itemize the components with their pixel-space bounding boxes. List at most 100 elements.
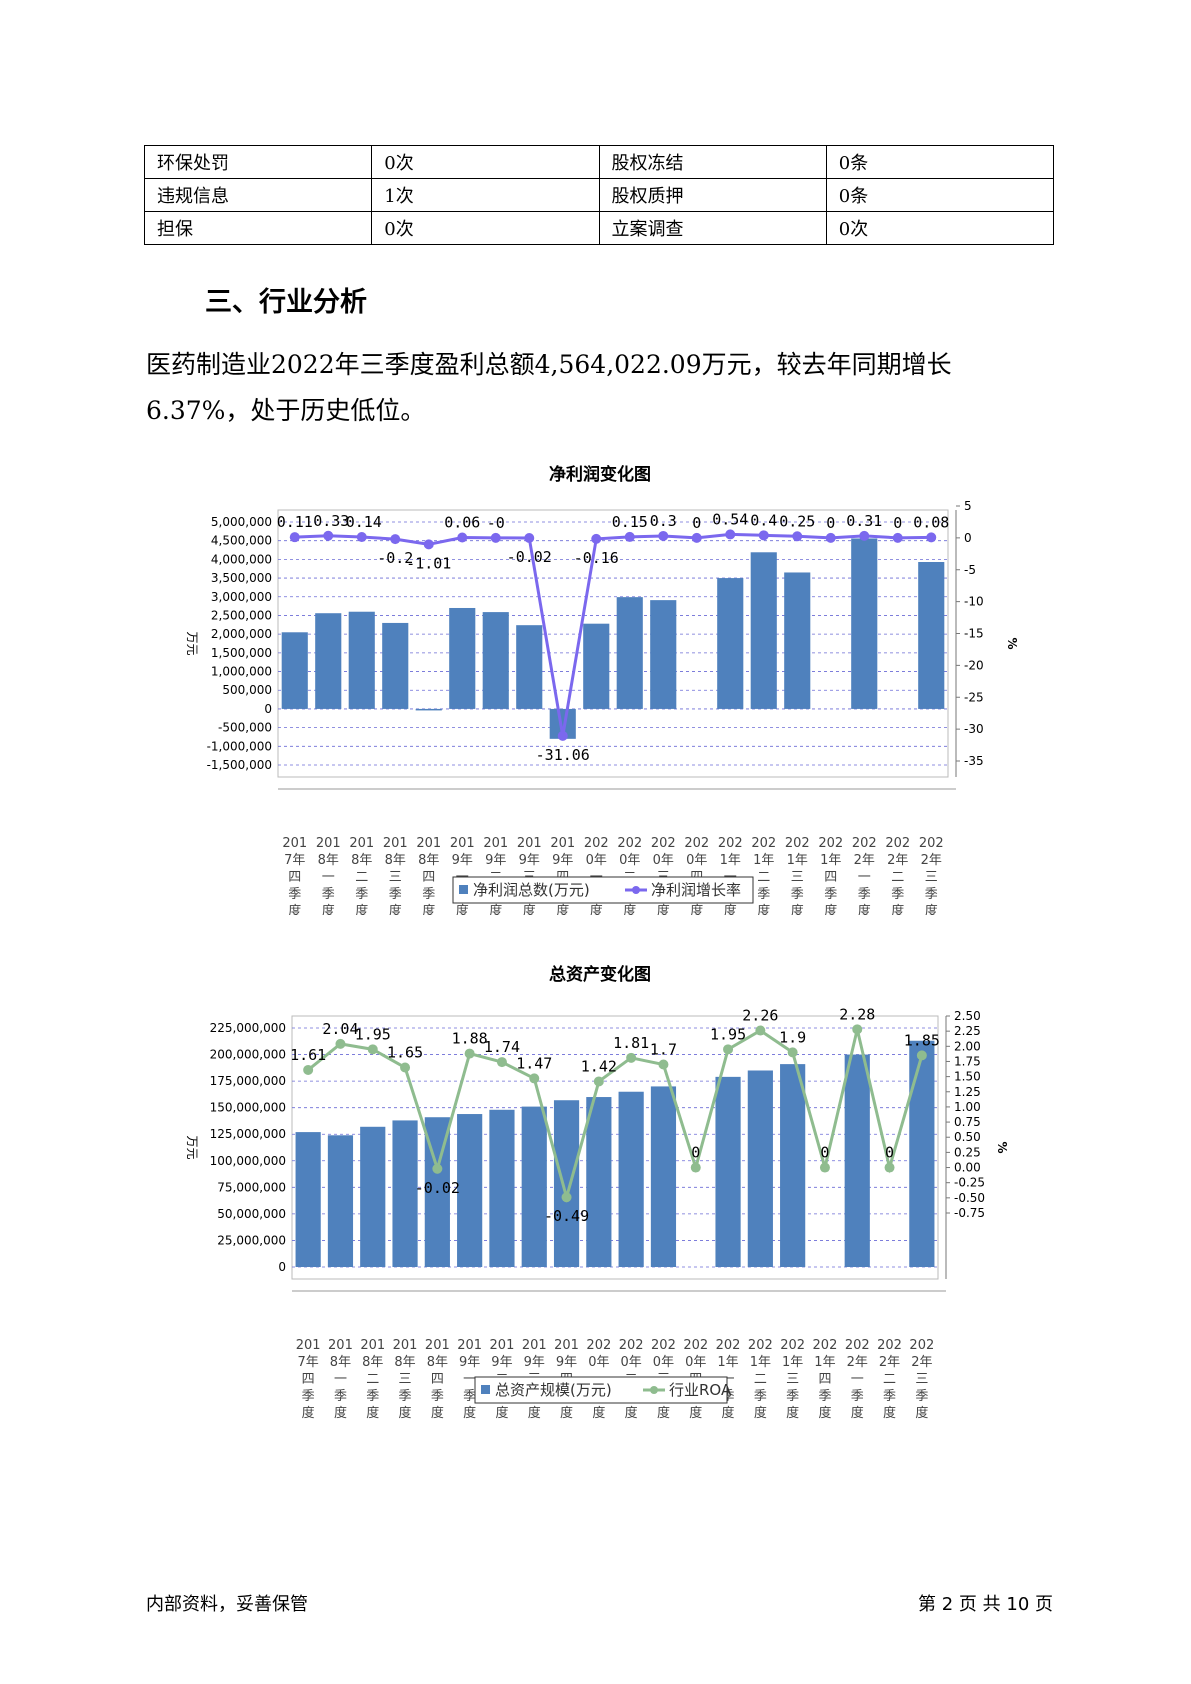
series-point: [892, 532, 903, 543]
legend-line-label: 行业ROA: [669, 1381, 732, 1399]
bar: [750, 552, 777, 709]
data-label: 1.9: [779, 1028, 806, 1046]
series-point: [529, 1073, 540, 1084]
bar: [392, 1120, 418, 1267]
series-point: [852, 1024, 863, 1035]
bar: [747, 1070, 773, 1267]
plot-area: [277, 509, 949, 778]
y-tick-label: 5,000,000: [211, 515, 272, 529]
x-tick-label: 201 8年二季度: [360, 1338, 385, 1421]
y-tick-label: 3,000,000: [211, 590, 272, 604]
y-tick-label: 125,000,000: [210, 1127, 286, 1141]
net-profit-chart: 净利润变化图 5,000,000 4,500,000 4,000,000 3,500,0…: [185, 464, 1019, 915]
bar: [650, 1086, 677, 1267]
table-row: 环保处罚 0次 股权冻结 0条: [143, 145, 1055, 179]
legend-bar-label: 净利润总数(万元): [473, 881, 590, 899]
bar: [844, 1054, 870, 1267]
y2-tick-label: 1.50: [954, 1070, 981, 1084]
x-tick-label: 201 8年一季度: [316, 836, 341, 915]
x-tick-label: 201 8年四季度: [425, 1338, 450, 1421]
y2-tick-label: -5: [964, 563, 976, 577]
y2-tick-label: -30: [964, 722, 984, 736]
y-tick-label: -1,500,000: [207, 758, 272, 772]
y2-tick-label: 5: [964, 499, 972, 513]
y2-tick-label: 2.00: [954, 1039, 981, 1053]
y-tick-label: -1,000,000: [207, 739, 272, 753]
y2-tick-label: 0.50: [954, 1130, 981, 1144]
data-label: 1.95: [710, 1025, 746, 1043]
chart-title: 总资产变化图: [549, 964, 651, 985]
series-point: [490, 532, 501, 543]
legend-box: [452, 876, 754, 904]
y-axis-label: 万元: [185, 1135, 199, 1159]
series-point: [690, 1162, 701, 1173]
table-value-cell: 0次: [825, 211, 1055, 245]
bar: [382, 622, 409, 709]
x-tick-label: 202 2年一季度: [852, 836, 877, 915]
series-point: [524, 533, 535, 544]
y2-tick-label: -15: [964, 627, 984, 641]
series-point: [626, 1052, 637, 1063]
y2-tick-label: 0.00: [954, 1161, 981, 1175]
x-tick-label: 202 1年三季度: [785, 836, 810, 915]
y2-axis-label: %: [1005, 637, 1019, 649]
bar: [348, 611, 375, 709]
series-line: [294, 532, 932, 737]
x-tick-label: 202 2年二季度: [885, 836, 910, 915]
series-point: [723, 1044, 734, 1055]
series-point: [432, 1163, 443, 1174]
y-tick-label: 1,500,000: [211, 646, 272, 660]
bar: [715, 1076, 741, 1267]
x-tick-label: 202 1年四季度: [813, 1338, 838, 1421]
y2-tick-label: 0: [964, 531, 972, 545]
data-label: 1.47: [516, 1054, 552, 1072]
y-tick-label: 4,500,000: [211, 534, 272, 548]
y-tick-label: 50,000,000: [217, 1207, 286, 1221]
series-point: [591, 533, 602, 544]
y2-tick-label: -0.50: [954, 1191, 985, 1205]
y-tick-label: 0: [278, 1260, 286, 1274]
data-label: -0: [487, 514, 505, 532]
legend-bar-swatch: [459, 885, 468, 894]
bar: [909, 1040, 935, 1267]
series-point: [561, 1192, 572, 1203]
data-label: 1.85: [904, 1031, 940, 1049]
bar: [516, 625, 543, 709]
data-label: 1.81: [613, 1034, 649, 1052]
y-tick-label: 225,000,000: [210, 1021, 286, 1035]
bar: [616, 597, 643, 709]
series-point: [758, 530, 769, 541]
x-tick-label: 201 8年三季度: [383, 836, 408, 915]
y-tick-label: 4,000,000: [211, 552, 272, 566]
data-label: 0: [893, 514, 902, 532]
x-tick-label: 202 1年四季度: [818, 836, 843, 915]
series-point: [624, 531, 635, 542]
x-tick-label: 201 8年二季度: [349, 836, 374, 915]
series-point: [658, 530, 669, 541]
y2-tick-label: -20: [964, 658, 984, 672]
data-label: 0.15: [612, 513, 648, 531]
total-assets-chart: 总资产变化图 225,000,000 200,000,000 175,000,000 1…: [185, 964, 1009, 1421]
bar: [521, 1106, 547, 1267]
table-label-cell: 股权质押: [598, 178, 827, 212]
x-tick-label: 202 1年二季度: [748, 1338, 773, 1421]
y-tick-label: 175,000,000: [210, 1074, 286, 1088]
footer-page-number: 第 2 页 共 10 页: [918, 1594, 1053, 1615]
series-point: [755, 1025, 766, 1036]
data-label: 1.61: [290, 1046, 326, 1064]
table-value-cell: 0次: [371, 211, 600, 245]
bar: [360, 1126, 386, 1267]
series-point: [323, 530, 334, 541]
data-label: 1.65: [387, 1044, 423, 1062]
bar: [457, 1114, 483, 1267]
bar: [918, 562, 945, 709]
data-label: 0.4: [750, 511, 777, 529]
series-point: [859, 530, 870, 541]
table-label-cell: 违规信息: [143, 178, 373, 212]
series-point: [819, 1162, 830, 1173]
data-label: -0.16: [574, 549, 619, 567]
bar: [784, 572, 811, 709]
series-line: [307, 1028, 924, 1203]
bar: [489, 1109, 515, 1267]
